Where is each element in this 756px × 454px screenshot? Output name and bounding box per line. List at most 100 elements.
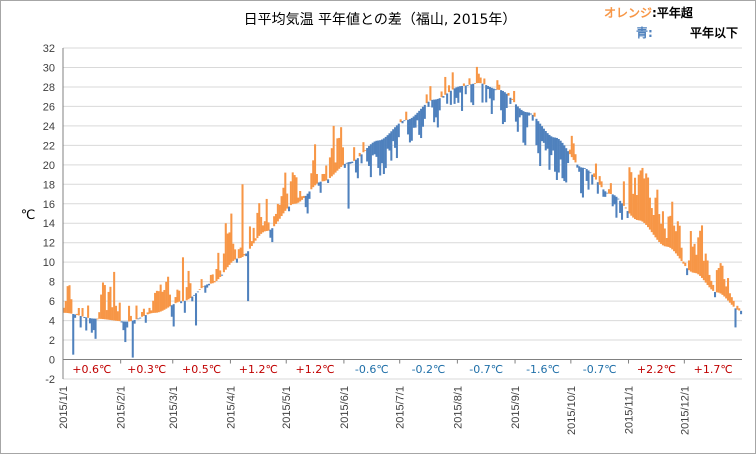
bar-below-normal — [686, 268, 689, 276]
bar-above-normal — [70, 299, 73, 314]
bar-above-normal — [680, 247, 683, 262]
bar-above-normal — [261, 225, 265, 233]
bar-above-normal — [496, 80, 499, 90]
bar-below-normal — [620, 203, 624, 220]
bar-below-normal — [565, 148, 568, 183]
bar-above-normal — [507, 92, 510, 96]
bar-below-normal — [126, 321, 129, 328]
bar-below-normal — [401, 121, 404, 124]
bar-below-normal — [172, 304, 175, 327]
bar-above-normal — [241, 184, 244, 257]
bar-above-normal — [706, 260, 709, 286]
bar-above-normal — [302, 195, 305, 198]
bar-above-normal — [234, 249, 237, 260]
bar-below-normal — [431, 99, 434, 108]
bar-above-normal — [607, 189, 611, 194]
bar-above-normal — [425, 94, 428, 104]
bar-below-normal — [418, 110, 421, 135]
bar-above-normal — [77, 307, 80, 316]
bar-above-normal — [157, 291, 160, 313]
bar-above-normal — [660, 223, 663, 244]
bar-below-normal — [369, 144, 372, 178]
bar-above-normal — [362, 142, 365, 153]
bar-below-normal — [235, 258, 238, 263]
y-tick-label: 4 — [49, 316, 55, 328]
bar-below-normal — [94, 318, 97, 339]
y-tick-label: 22 — [43, 140, 55, 152]
bar-below-normal — [535, 118, 538, 146]
bar-above-normal — [719, 263, 722, 294]
bar-below-normal — [619, 200, 622, 213]
bar-above-normal — [103, 285, 106, 320]
bar-above-normal — [728, 293, 731, 303]
bar-above-normal — [669, 215, 672, 248]
bar-below-normal — [589, 172, 592, 174]
bar-below-normal — [327, 179, 330, 183]
bar-below-normal — [74, 314, 77, 318]
y-axis-label: ℃ — [21, 208, 36, 223]
bar-above-normal — [600, 181, 603, 188]
bar-above-normal — [87, 305, 90, 318]
monthly-diff-label: +2.2℃ — [637, 363, 676, 376]
bar-above-normal — [511, 98, 514, 100]
bar-above-normal — [230, 213, 233, 263]
bar-above-normal — [645, 173, 648, 225]
bar-below-normal — [433, 99, 436, 123]
bar-below-normal — [453, 88, 456, 104]
gridlines — [63, 47, 742, 380]
bar-below-normal — [271, 228, 274, 243]
bar-above-normal — [286, 193, 289, 209]
bar-above-normal — [154, 292, 157, 313]
bar-below-normal — [407, 119, 410, 135]
bar-below-normal — [196, 291, 199, 293]
bar-below-normal — [466, 85, 469, 87]
bar-above-normal — [239, 247, 242, 258]
bar-above-normal — [96, 318, 99, 320]
bar-below-normal — [90, 318, 93, 333]
bar-below-normal — [408, 119, 411, 143]
bar-below-normal — [206, 284, 209, 288]
bar-above-normal — [708, 274, 711, 288]
bar-below-normal — [509, 97, 512, 104]
bar-above-normal — [624, 207, 627, 209]
bar-above-normal — [715, 270, 718, 293]
bar-above-normal — [267, 222, 270, 231]
bar-above-normal — [232, 243, 235, 261]
bar-below-normal — [386, 135, 389, 149]
bar-below-normal — [602, 189, 605, 197]
bar-above-normal — [81, 308, 84, 317]
bar-above-normal — [732, 300, 735, 307]
bar-below-normal — [611, 194, 614, 207]
x-tick-label: 2015/6/1 — [339, 386, 351, 429]
bar-above-normal — [181, 257, 185, 302]
bar-above-normal — [178, 290, 181, 302]
bar-above-normal — [301, 196, 304, 200]
bar-below-normal — [412, 116, 415, 128]
bar-above-normal — [265, 198, 268, 232]
bar-above-normal — [639, 170, 642, 221]
bar-below-normal — [442, 96, 445, 98]
bar-above-normal — [447, 85, 451, 93]
bar-above-normal — [150, 310, 153, 314]
monthly-diff-label: -0.6℃ — [355, 363, 389, 376]
bar-above-normal — [338, 137, 341, 169]
bar-below-normal — [531, 114, 534, 121]
monthly-diff-label: -1.6℃ — [526, 363, 560, 376]
bar-above-normal — [237, 249, 240, 259]
bar-above-normal — [295, 177, 298, 204]
bar-above-normal — [291, 172, 294, 205]
monthly-diff-label: +1.7℃ — [694, 363, 733, 376]
bar-below-normal — [414, 114, 417, 128]
bar-above-normal — [111, 307, 114, 321]
bar-above-normal — [187, 270, 190, 300]
bar-above-normal — [693, 243, 696, 273]
bar-above-normal — [468, 78, 471, 85]
bar-below-normal — [580, 167, 583, 194]
bar-above-normal — [107, 291, 110, 320]
bar-above-normal — [691, 246, 694, 273]
svg-text:オレンジ:平年超: オレンジ:平年超 — [604, 5, 694, 20]
bar-below-normal — [585, 169, 588, 181]
bar-above-normal — [399, 119, 402, 123]
bar-above-normal — [336, 138, 339, 171]
bar-above-normal — [736, 305, 739, 310]
